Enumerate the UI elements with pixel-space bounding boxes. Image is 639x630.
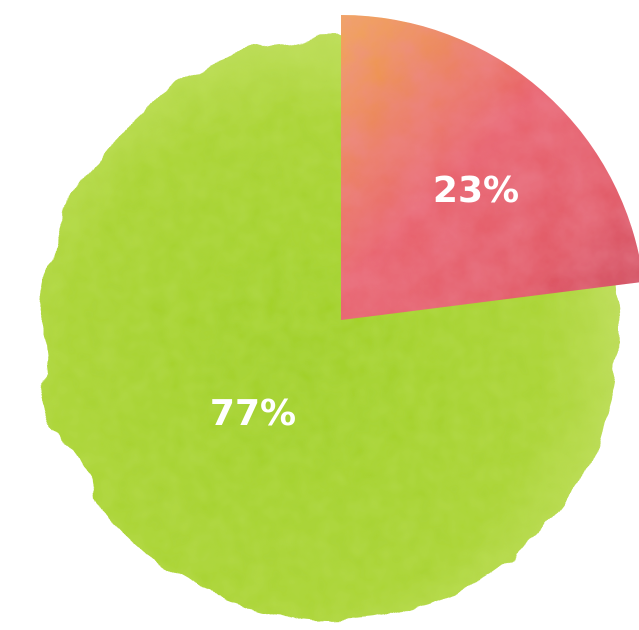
slice-label-77: 77% — [210, 393, 296, 434]
pie-slice-23 — [341, 15, 639, 320]
slice-label-23: 23% — [433, 170, 519, 211]
